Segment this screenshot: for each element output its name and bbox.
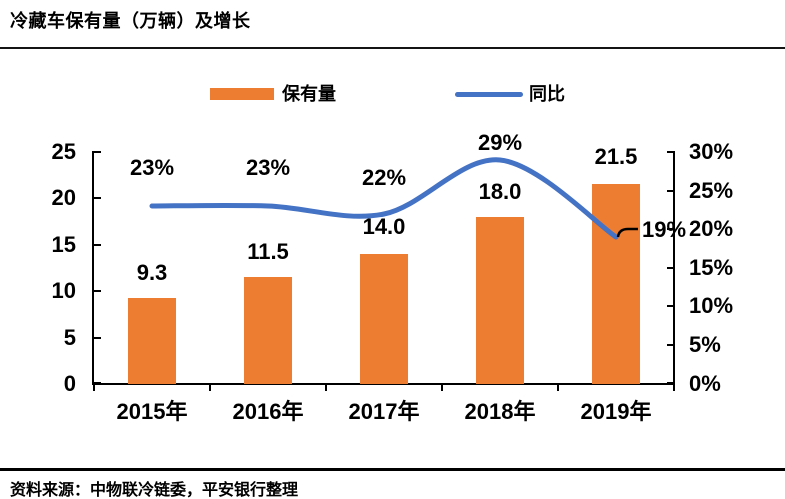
right-axis-label: 10% — [689, 293, 734, 318]
line-value-label: 23% — [129, 155, 175, 180]
title-divider — [0, 47, 785, 49]
x-axis-tick — [209, 384, 211, 391]
legend-line-swatch-icon — [455, 92, 523, 97]
legend-bar-label: 保有量 — [282, 84, 336, 104]
left-axis-tick — [94, 151, 101, 153]
x-axis-tick — [673, 384, 675, 391]
left-axis-tick — [94, 337, 101, 339]
page-title: 冷藏车保有量（万辆）及增长 — [10, 11, 251, 31]
left-y-axis-line — [92, 151, 94, 384]
left-axis-label: 0 — [63, 371, 76, 396]
right-axis-tick — [667, 382, 674, 384]
line-value-label-2019: 19% — [642, 217, 687, 242]
right-y-axis-line — [673, 151, 675, 384]
line-value-label: 22% — [361, 165, 407, 190]
bar-2019 — [592, 184, 640, 384]
left-axis-tick — [94, 197, 101, 199]
x-axis-tick — [325, 384, 327, 391]
bar-value-label: 11.5 — [247, 239, 289, 264]
bar-value-label: 14.0 — [362, 214, 406, 239]
bar-value-label: 18.0 — [478, 179, 522, 204]
left-axis-label: 10 — [51, 278, 76, 303]
left-axis-label: 5 — [63, 325, 76, 350]
bar-2016 — [244, 277, 292, 384]
right-axis-tick — [667, 305, 674, 307]
right-axis-tick — [667, 190, 674, 192]
legend-line-label: 同比 — [529, 84, 565, 104]
right-axis-label: 20% — [689, 216, 734, 241]
x-axis-category-label: 2017年 — [348, 399, 420, 424]
bar-value-label: 9.3 — [136, 260, 168, 285]
legend-bar-swatch-icon — [210, 88, 274, 100]
right-axis-label: 0% — [689, 371, 721, 396]
left-axis-label: 15 — [51, 232, 76, 257]
bar-2017 — [360, 254, 408, 384]
left-axis-tick — [94, 244, 101, 246]
right-axis-tick — [667, 151, 674, 153]
bar-2015 — [128, 298, 176, 384]
line-value-label: 29% — [477, 130, 523, 155]
right-axis-tick — [667, 344, 674, 346]
x-axis-tick — [441, 384, 443, 391]
x-axis-tick — [93, 384, 95, 391]
x-axis-line — [92, 383, 675, 385]
right-axis-label: 5% — [689, 332, 721, 357]
footer-divider — [0, 468, 785, 471]
x-axis-tick — [557, 384, 559, 391]
source-note: 资料来源：中物联冷链委，平安银行整理 — [10, 482, 299, 499]
right-axis-label: 25% — [689, 178, 734, 203]
x-axis-category-label: 2016年 — [232, 399, 304, 424]
right-axis-label: 15% — [689, 255, 734, 280]
right-axis-tick — [667, 228, 674, 230]
left-axis-label: 20 — [51, 185, 76, 210]
right-axis-label: 30% — [689, 139, 734, 164]
right-axis-tick — [667, 267, 674, 269]
line-value-label: 23% — [245, 155, 291, 180]
left-axis-label: 25 — [51, 139, 76, 164]
bar-value-label: 21.5 — [594, 144, 638, 169]
bar-2018 — [476, 217, 524, 384]
left-axis-tick — [94, 382, 101, 384]
left-axis-tick — [94, 290, 101, 292]
x-axis-category-label: 2019年 — [580, 399, 652, 424]
x-axis-category-label: 2015年 — [116, 399, 188, 424]
x-axis-category-label: 2018年 — [464, 399, 536, 424]
